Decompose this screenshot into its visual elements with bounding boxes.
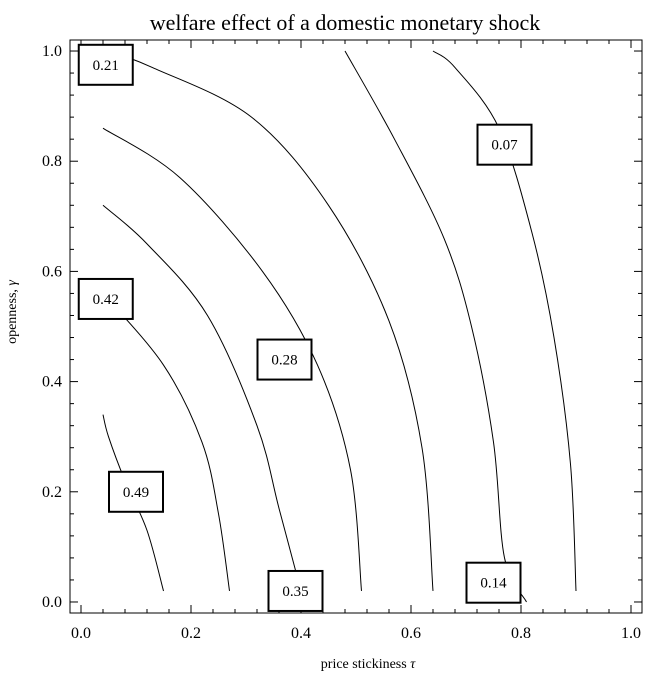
contour-label-text: 0.49 xyxy=(123,485,149,501)
contour-labels: 0.07 0.14 0.21 0.28 0.35 0.42 0.49 xyxy=(77,43,533,612)
x-tick-label: 0.6 xyxy=(401,625,421,642)
contour-label-0.07: 0.07 xyxy=(476,123,533,166)
contour-line-0.35 xyxy=(102,293,230,592)
contour-label-box xyxy=(77,43,134,86)
contour-label-box xyxy=(476,123,533,166)
contour-line-0.42 xyxy=(102,204,302,592)
contour-label-0.28: 0.28 xyxy=(256,338,313,381)
contour-label-text: 0.21 xyxy=(93,58,119,74)
x-tick-label: 0.2 xyxy=(181,625,201,642)
chart-title: welfare effect of a domestic monetary sh… xyxy=(150,10,541,35)
contour-label-box xyxy=(77,277,134,320)
contour-label-0.21: 0.21 xyxy=(77,43,134,86)
x-tick-label: 0.4 xyxy=(291,625,311,642)
contour-label-0.49: 0.49 xyxy=(108,470,164,513)
contour-label-text: 0.35 xyxy=(282,584,308,600)
x-axis-label: price stickiness τ xyxy=(321,657,416,672)
contour-label-0.42: 0.42 xyxy=(77,277,134,320)
contour-label-text: 0.28 xyxy=(271,353,297,369)
contour-line-0.07 xyxy=(432,50,577,591)
contour-label-0.35: 0.35 xyxy=(267,569,324,612)
contour-label-0.14: 0.14 xyxy=(465,561,522,604)
y-axis-label: openness, γ xyxy=(5,280,20,344)
plot-frame xyxy=(69,39,643,614)
y-tick-label: 0.0 xyxy=(42,594,62,611)
contour-label-box xyxy=(108,470,164,513)
contour-label-text: 0.07 xyxy=(491,138,518,154)
contour-label-text: 0.42 xyxy=(93,292,119,308)
x-tick-label: 1.0 xyxy=(621,625,641,642)
y-tick-label: 0.2 xyxy=(42,484,62,501)
contour-line-0.14 xyxy=(344,50,527,603)
y-tick-label: 0.4 xyxy=(42,374,62,391)
contour-label-text: 0.14 xyxy=(480,576,507,592)
contour-line-0.21 xyxy=(108,50,434,592)
contour-label-box xyxy=(256,338,313,381)
axis-ticks: 0.0 0.2 0.4 0.6 0.8 1.0 0.0 0.2 0.4 0.6 0.8 1.0 xyxy=(42,40,642,642)
x-tick-label: 0.8 xyxy=(511,625,531,642)
y-tick-label: 0.6 xyxy=(42,263,62,280)
contour-lines xyxy=(102,50,577,603)
contour-line-0.28 xyxy=(102,127,362,592)
x-tick-label: 0.0 xyxy=(71,625,91,642)
contour-label-box xyxy=(267,569,324,612)
y-tick-label: 0.8 xyxy=(42,153,62,170)
y-tick-label: 1.0 xyxy=(42,43,62,60)
contour-label-box xyxy=(465,561,522,604)
